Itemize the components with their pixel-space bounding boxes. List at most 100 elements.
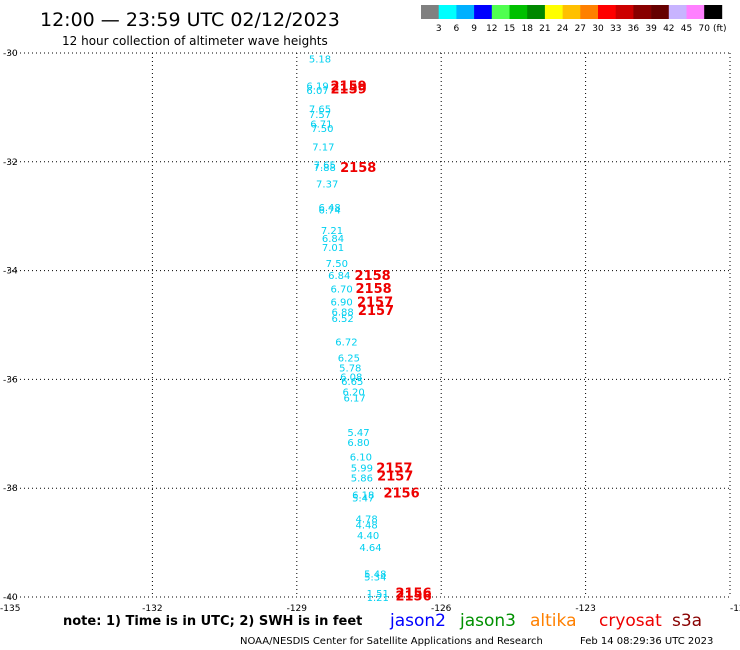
scale-label: 45: [681, 24, 692, 34]
time-label: 2159: [330, 80, 366, 95]
scale-swatch: [668, 5, 687, 19]
wave-height-value: 7.50: [311, 124, 333, 135]
wave-height-value: 6.80: [347, 438, 369, 449]
scale-swatch: [421, 5, 439, 19]
scale-swatch: [598, 5, 616, 19]
time-label: 2158: [355, 269, 391, 284]
wave-height-value: 4.78: [356, 515, 378, 526]
wave-height-value: 6.18: [352, 491, 374, 502]
footer-timestamp: Feb 14 08:29:36 UTC 2023: [580, 636, 713, 647]
time-label: 2156: [395, 587, 431, 602]
scale-label: 39: [645, 24, 657, 34]
wave-height-value: 6.84: [322, 234, 344, 245]
latitude-tick-labels: -30 -32 -34 -36 -38 -40: [3, 49, 18, 603]
scale-label: 27: [575, 24, 586, 34]
time-label: 2157: [377, 470, 413, 485]
chart-grid: [8, 52, 731, 598]
scale-label: 36: [628, 24, 640, 34]
wave-height-value: 6.25: [338, 354, 360, 365]
wave-height-value: 6.84: [328, 271, 350, 282]
scale-swatch: [580, 5, 599, 19]
scale-swatch: [509, 5, 528, 19]
scale-label: 21: [539, 24, 550, 34]
wave-height-value: 7.65: [309, 104, 331, 115]
x-tick-label: -126: [431, 604, 452, 614]
satellite-legend-jason2: jason2: [389, 611, 446, 631]
satellite-legend-cryosat: cryosat: [599, 611, 662, 631]
time-label: 2156: [383, 487, 419, 502]
scale-swatch: [544, 5, 563, 19]
wave-height-value: 7.01: [322, 243, 344, 254]
scale-label: 42: [663, 24, 674, 34]
scale-swatch: [615, 5, 634, 19]
wave-height-value: 6.88: [331, 307, 353, 318]
wave-height-value: 7.88: [314, 163, 336, 174]
wave-height-value: 6.71: [310, 120, 332, 131]
satellite-legend-jason3: jason3: [459, 611, 516, 631]
x-tick-label: -129: [287, 604, 308, 614]
wave-height-value: 5.48: [364, 570, 386, 581]
wave-height-value: 5.47: [352, 493, 374, 504]
wave-height-value: 7.21: [321, 226, 343, 237]
scale-label: 6: [454, 24, 460, 34]
x-tick-label: -135: [0, 604, 20, 614]
scale-label: 9: [471, 24, 477, 34]
scale-swatch: [527, 5, 546, 19]
y-tick-label: -32: [3, 158, 18, 168]
scale-swatch: [491, 5, 510, 19]
wave-height-value: 4.48: [356, 521, 378, 532]
scale-label: 30: [592, 24, 604, 34]
wave-height-value: 6.10: [350, 453, 372, 464]
wave-height-value: 1.51: [367, 589, 389, 600]
wave-height-value: 5.78: [339, 363, 361, 374]
x-tick-label: -132: [142, 604, 162, 614]
scale-label: 18: [521, 24, 533, 34]
wave-height-value: 6.74: [318, 206, 340, 217]
wave-height-value: 6.52: [331, 314, 353, 325]
scale-label: 33: [610, 24, 621, 34]
scale-swatch: [456, 5, 475, 19]
wave-height-value: 6.20: [343, 387, 365, 398]
scale-swatch: [438, 5, 457, 19]
time-label: 2158: [340, 161, 376, 176]
wave-height-value: 7.37: [316, 180, 338, 191]
wave-height-value: 6.19: [306, 82, 328, 93]
wave-height-value: 6.70: [330, 285, 352, 296]
x-tick-label: -123: [575, 604, 595, 614]
wave-height-value: 6.90: [330, 298, 352, 309]
longitude-tick-labels: -135 -132 -129 -126 -123 -120: [0, 604, 740, 614]
y-tick-label: -36: [3, 375, 18, 385]
x-tick-label: -120: [730, 604, 740, 614]
note-text: note: 1) Time is in UTC; 2) SWH is in fe…: [63, 614, 362, 629]
wave-height-value: 6.65: [341, 377, 363, 388]
wave-height-value: 5.34: [364, 572, 386, 583]
scale-swatch: [704, 5, 723, 19]
wave-height-value: 4.40: [357, 531, 379, 542]
wave-height-value: 4.64: [359, 543, 381, 554]
chart-subtitle: 12 hour collection of altimeter wave hei…: [62, 34, 328, 48]
scale-swatch: [633, 5, 652, 19]
satellite-legend-s3a: s3a: [672, 611, 702, 631]
scale-swatch: [474, 5, 493, 19]
y-tick-label: -38: [3, 484, 18, 494]
wave-height-labels: 5.186.196.077.657.576.717.507.177.657.88…: [306, 54, 388, 604]
scale-label: 70: [698, 24, 710, 34]
time-label: 2157: [357, 296, 393, 311]
wave-height-value: 7.17: [312, 143, 334, 154]
y-tick-label: -34: [3, 267, 18, 277]
wave-height-value: 1.21: [367, 593, 389, 604]
wave-height-color-scale: 3 6 9 12 15 18 21 24 27 30 33 36 39 42 45 70 (ft): [421, 5, 727, 34]
wave-height-value: 6.48: [318, 203, 340, 214]
wave-height-value: 6.07: [306, 86, 328, 97]
time-label: 2159: [330, 82, 366, 97]
wave-height-value: 7.65: [314, 161, 336, 172]
chart-title: 12:00 — 23:59 UTC 02/12/2023: [40, 9, 340, 31]
scale-swatch: [562, 5, 581, 19]
wave-height-value: 5.99: [351, 464, 373, 475]
wave-height-value: 5.18: [309, 54, 331, 65]
satellite-legend-altika: altika: [530, 611, 577, 631]
scale-swatch: [686, 5, 705, 19]
time-label: 2158: [356, 282, 392, 297]
scale-label: 3: [436, 24, 442, 34]
